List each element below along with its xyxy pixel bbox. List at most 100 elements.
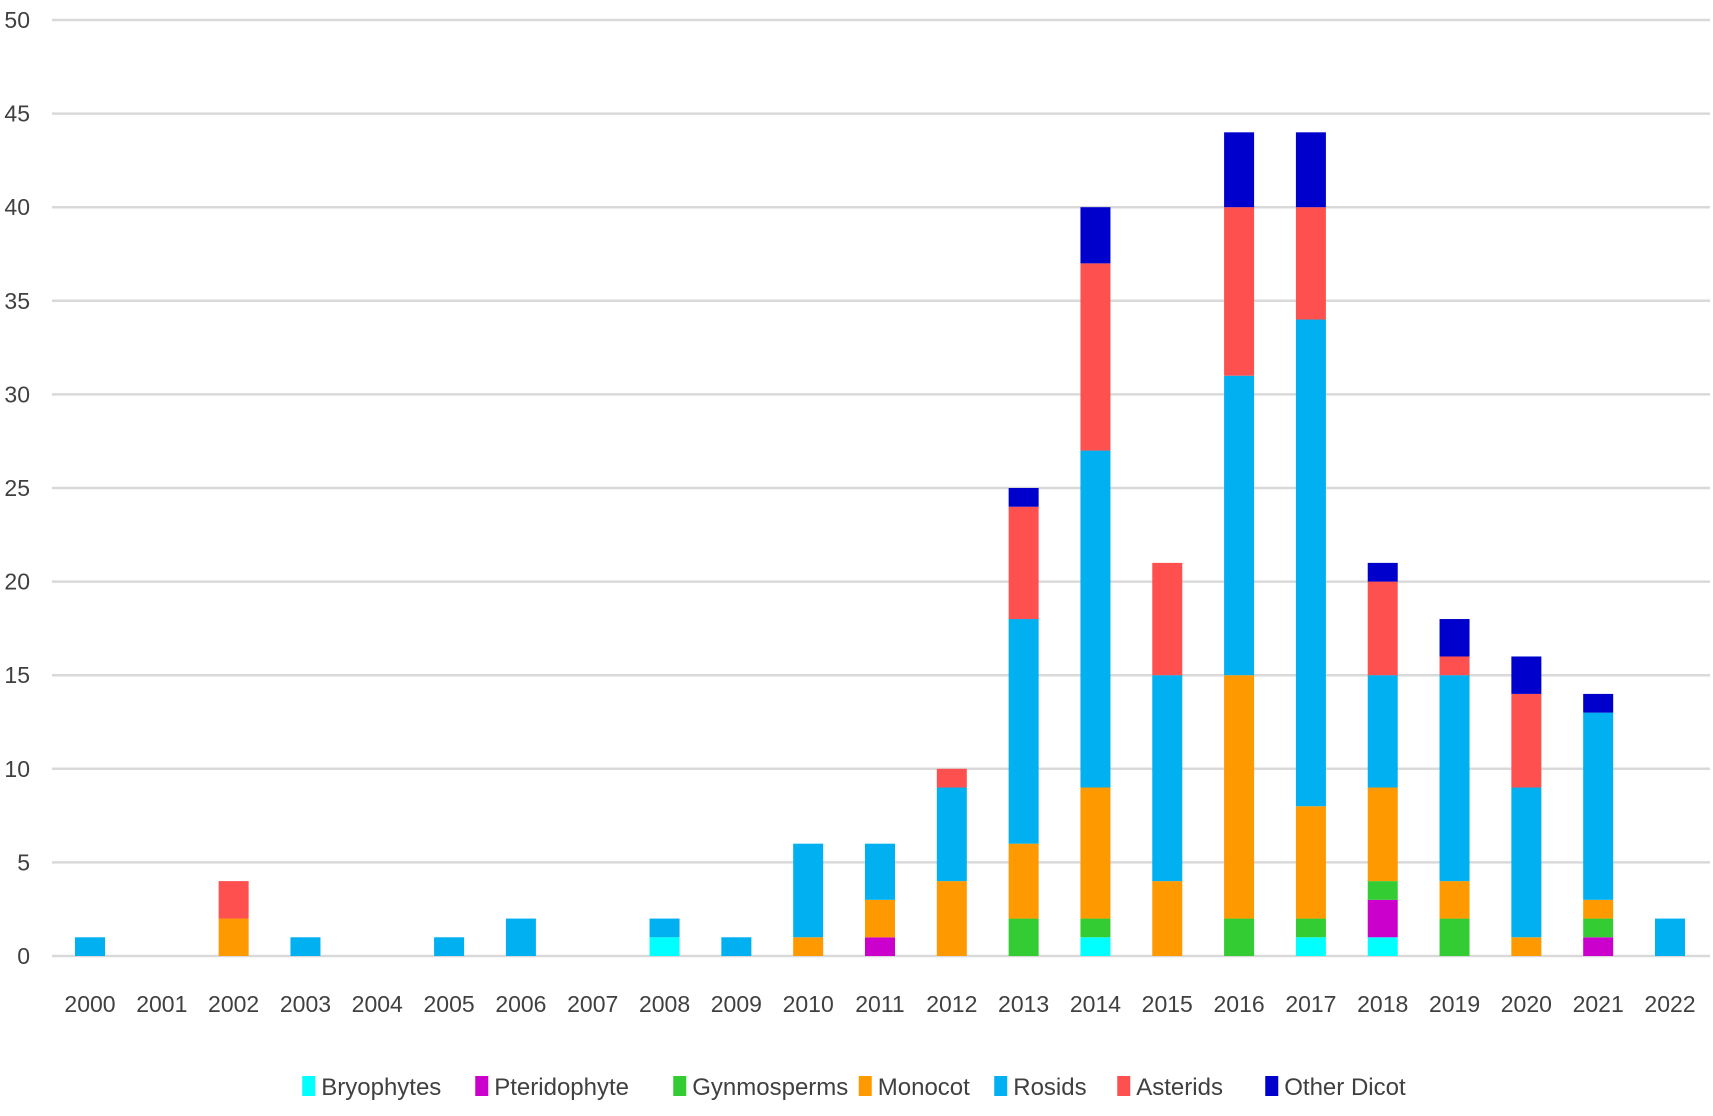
legend-label: Rosids [1013, 1074, 1086, 1101]
bar-segment-bryophytes-2014 [1080, 937, 1111, 956]
bar-segment-asterids-2002 [218, 881, 249, 919]
bar-segment-pteridophyte-2011 [865, 937, 895, 956]
legend-label: Monocot [878, 1074, 970, 1101]
bar-segment-monocot-2020 [1511, 937, 1542, 956]
x-tick-label: 2012 [926, 991, 977, 1017]
y-tick-label: 45 [4, 101, 30, 127]
legend-item-rosids: Rosids [994, 1074, 1087, 1101]
y-tick-label: 35 [4, 288, 30, 314]
bar-segment-pteridophyte-2021 [1583, 937, 1614, 956]
bar-segment-gynmosperms-2014 [1080, 918, 1111, 938]
legend-swatch [994, 1076, 1008, 1096]
bar-segment-other-dicot-2016 [1224, 132, 1255, 208]
x-tick-label: 2014 [1070, 991, 1121, 1017]
bar-segment-other-dicot-2014 [1080, 207, 1111, 264]
bar-segment-gynmosperms-2021 [1583, 918, 1614, 938]
bar-segment-monocot-2014 [1080, 787, 1111, 919]
x-axis-tick-labels: 2000 2001 2002 2003 2004 2005 2006 2007 2008 2009… [64, 991, 1695, 1017]
x-tick-label: 2013 [998, 991, 1049, 1017]
bar-segment-asterids-2012 [936, 768, 967, 788]
bar-segment-rosids-2006 [505, 918, 536, 956]
legend-label: Asterids [1136, 1074, 1223, 1101]
y-tick-label: 30 [4, 381, 30, 407]
bar-segment-monocot-2011 [865, 899, 895, 938]
x-tick-label: 2004 [352, 991, 403, 1017]
y-tick-label: 10 [4, 756, 30, 782]
x-tick-label: 2016 [1214, 991, 1265, 1017]
x-tick-label: 2020 [1501, 991, 1552, 1017]
x-tick-label: 2017 [1285, 991, 1336, 1017]
bar-segment-monocot-2012 [936, 881, 967, 956]
x-tick-label: 2005 [424, 991, 475, 1017]
bar-segment-rosids-2020 [1511, 787, 1542, 938]
bar-segment-monocot-2010 [793, 937, 824, 956]
bar-segment-other-dicot-2013 [1008, 488, 1039, 507]
bar-segment-rosids-2015 [1152, 675, 1183, 882]
bar-segment-rosids-2012 [936, 787, 967, 882]
bars [75, 132, 1685, 956]
bar-segment-other-dicot-2017 [1295, 132, 1326, 208]
bar-segment-rosids-2019 [1439, 675, 1470, 882]
bar-segment-rosids-2010 [793, 843, 824, 938]
bar-segment-bryophytes-2018 [1367, 937, 1398, 956]
bar-segment-monocot-2002 [218, 918, 249, 956]
x-tick-label: 2006 [495, 991, 546, 1017]
legend-label: Pteridophyte [494, 1074, 629, 1101]
bar-segment-rosids-2003 [290, 937, 321, 956]
bar-segment-monocot-2017 [1295, 806, 1326, 919]
x-tick-label: 2010 [783, 991, 834, 1017]
bar-segment-rosids-2008 [649, 918, 680, 938]
x-tick-label: 2015 [1142, 991, 1193, 1017]
bar-segment-bryophytes-2017 [1295, 937, 1326, 956]
bar-segment-rosids-2005 [434, 937, 465, 956]
x-tick-label: 2001 [136, 991, 187, 1017]
bar-segment-other-dicot-2020 [1511, 656, 1542, 694]
legend-label: Gynmosperms [692, 1074, 848, 1101]
legend-item-pteridophyte: Pteridophyte [475, 1074, 629, 1101]
bar-segment-asterids-2016 [1224, 207, 1255, 376]
bar-segment-other-dicot-2018 [1367, 562, 1398, 582]
bar-segment-monocot-2021 [1583, 899, 1614, 919]
bar-segment-asterids-2018 [1367, 581, 1398, 676]
bar-segment-monocot-2019 [1439, 881, 1470, 919]
bar-segment-gynmosperms-2019 [1439, 918, 1470, 956]
bar-segment-rosids-2009 [721, 937, 752, 956]
y-tick-label: 0 [17, 943, 30, 969]
y-tick-label: 25 [4, 475, 30, 501]
x-tick-label: 2019 [1429, 991, 1480, 1017]
legend-swatch [475, 1076, 489, 1096]
bar-segment-rosids-2018 [1367, 675, 1398, 788]
y-tick-label: 20 [4, 569, 30, 595]
bar-segment-gynmosperms-2016 [1224, 918, 1255, 956]
legend-item-asterids: Asterids [1117, 1074, 1223, 1101]
legend-label: Other Dicot [1284, 1074, 1406, 1101]
legend-label: Bryophytes [321, 1074, 441, 1101]
legend-swatch [1117, 1076, 1131, 1096]
bar-segment-gynmosperms-2017 [1295, 918, 1326, 938]
bar-segment-asterids-2019 [1439, 656, 1470, 676]
legend: Bryophytes Pteridophyte Gynmosperms Monocot… [302, 1074, 1406, 1101]
gridlines [52, 18, 1710, 958]
x-tick-label: 2002 [208, 991, 259, 1017]
bar-segment-rosids-2013 [1008, 619, 1039, 844]
legend-swatch [858, 1076, 872, 1096]
x-tick-label: 2008 [639, 991, 690, 1017]
x-tick-label: 2018 [1357, 991, 1408, 1017]
bar-segment-asterids-2013 [1008, 506, 1039, 620]
bar-segment-pteridophyte-2018 [1367, 899, 1398, 938]
bar-segment-monocot-2016 [1224, 675, 1255, 919]
legend-swatch [673, 1076, 687, 1096]
y-tick-label: 15 [4, 662, 30, 688]
bar-segment-asterids-2015 [1152, 562, 1183, 676]
bar-segment-rosids-2000 [75, 937, 105, 956]
x-tick-label: 2022 [1644, 991, 1695, 1017]
y-tick-label: 5 [17, 849, 30, 875]
bar-segment-other-dicot-2019 [1439, 619, 1470, 657]
legend-item-other-dicot: Other Dicot [1265, 1074, 1406, 1101]
bar-segment-asterids-2020 [1511, 693, 1542, 788]
bar-segment-gynmosperms-2013 [1008, 918, 1039, 956]
bar-segment-rosids-2021 [1583, 712, 1614, 900]
bar-segment-rosids-2011 [865, 843, 895, 900]
bar-segment-asterids-2014 [1080, 263, 1111, 451]
bar-segment-other-dicot-2021 [1583, 693, 1614, 713]
